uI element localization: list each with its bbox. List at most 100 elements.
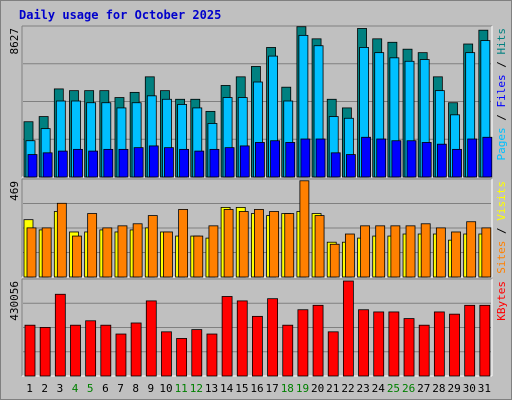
bar-sites-day-11 <box>178 209 189 278</box>
bar-pages-day-4 <box>73 148 83 178</box>
bar-sites-day-20 <box>314 215 325 278</box>
bar-kbytes-day-8 <box>130 322 142 377</box>
bar-kbytes-day-20 <box>312 304 324 377</box>
series-pages <box>27 136 493 178</box>
x-tick-label-day-29: 29 <box>447 382 460 395</box>
bar-pages-day-14 <box>224 147 235 178</box>
bar-kbytes-day-27 <box>418 324 430 377</box>
panel-hits-files-pages: 8627 Pages / Files / Hits <box>8 25 508 178</box>
bar-kbytes-day-6 <box>100 324 112 377</box>
bar-sites-day-29 <box>451 231 461 278</box>
series-files <box>25 34 491 178</box>
bar-pages-day-20 <box>315 138 326 178</box>
bar-pages-day-2 <box>42 152 53 178</box>
bar-sites-day-9 <box>147 215 158 278</box>
bar-kbytes-day-7 <box>115 333 127 377</box>
bar-pages-day-11 <box>179 148 190 178</box>
bar-pages-day-7 <box>118 148 129 178</box>
x-tick-label-day-1: 1 <box>26 382 33 395</box>
x-tick-label-day-31: 31 <box>478 382 491 395</box>
x-tick-label-day-11: 11 <box>175 382 188 395</box>
bar-sites-day-27 <box>420 223 431 278</box>
bar-sites-day-18 <box>284 213 295 278</box>
x-tick-label-day-21: 21 <box>326 382 339 395</box>
bar-pages-day-18 <box>285 142 296 178</box>
x-tick-label-day-24: 24 <box>372 382 386 395</box>
series-sites <box>26 180 492 278</box>
x-tick-label-day-18: 18 <box>281 382 294 395</box>
bar-pages-day-16 <box>255 142 265 178</box>
bar-pages-day-19 <box>300 138 311 178</box>
bar-kbytes-day-13 <box>206 333 218 377</box>
bar-sites-day-21 <box>329 243 340 278</box>
legend-item: KBytes <box>495 281 508 321</box>
bar-kbytes-day-10 <box>161 331 172 377</box>
legend-item: Pages <box>495 127 508 160</box>
series-legend: Pages / Files / Hits <box>495 28 508 161</box>
bar-sites-day-22 <box>344 233 355 278</box>
chart-title: Daily usage for October 2025 <box>19 8 221 22</box>
x-tick-label-day-17: 17 <box>266 382 279 395</box>
bar-sites-day-24 <box>375 225 386 278</box>
x-tick-label-day-7: 7 <box>117 382 124 395</box>
bar-pages-day-12 <box>194 150 205 178</box>
legend-item: Visits <box>495 181 508 221</box>
x-tick-label-day-23: 23 <box>357 382 370 395</box>
bar-sites-day-15 <box>238 211 249 278</box>
bar-sites-day-10 <box>163 231 173 278</box>
bar-sites-day-3 <box>56 202 67 278</box>
x-tick-label-day-27: 27 <box>417 382 430 395</box>
x-tick-label-day-4: 4 <box>72 382 79 395</box>
bar-pages-day-27 <box>421 142 432 178</box>
bar-sites-day-1 <box>26 227 37 278</box>
bar-kbytes-day-11 <box>176 338 188 377</box>
bar-pages-day-24 <box>376 138 387 178</box>
x-axis-day-labels: 1 2 3 4 5 6 7 8 9 10 11 12 13 14 15 16 17 18 19 20 21 22 23 24 2… <box>26 382 491 395</box>
bar-pages-day-13 <box>209 148 220 178</box>
legend-item: Files <box>495 74 508 107</box>
bar-kbytes-day-14 <box>221 296 233 377</box>
bar-pages-day-28 <box>436 143 447 178</box>
bar-kbytes-day-25 <box>388 311 400 377</box>
axis-max-label: 8627 <box>8 28 21 55</box>
bar-kbytes-day-3 <box>54 293 66 377</box>
x-tick-label-day-30: 30 <box>463 382 476 395</box>
bar-pages-day-10 <box>164 147 174 178</box>
series-kbytes <box>24 280 491 377</box>
bar-pages-day-1 <box>27 154 38 178</box>
bar-pages-day-6 <box>103 148 114 178</box>
bar-sites-day-7 <box>117 225 128 278</box>
bar-pages-day-22 <box>345 154 356 178</box>
bar-sites-day-28 <box>435 227 446 278</box>
bar-kbytes-day-12 <box>191 329 203 377</box>
bar-sites-day-16 <box>254 209 264 278</box>
axis-max-label: 469 <box>8 181 21 201</box>
legend-item: / <box>495 55 508 75</box>
bar-sites-day-5 <box>87 213 98 278</box>
x-tick-label-day-20: 20 <box>311 382 324 395</box>
x-tick-label-day-5: 5 <box>87 382 94 395</box>
x-tick-label-day-26: 26 <box>402 382 415 395</box>
bar-sites-day-14 <box>223 209 234 278</box>
bar-pages-day-21 <box>330 152 341 178</box>
bar-pages-day-31 <box>482 136 493 178</box>
panel-visits-sites: 469 Sites / Visits <box>8 178 508 278</box>
bar-kbytes-day-24 <box>373 311 385 377</box>
bar-kbytes-day-22 <box>342 280 354 377</box>
legend-item: / <box>495 108 508 128</box>
bar-sites-day-25 <box>390 225 401 278</box>
bar-sites-day-8 <box>132 223 143 278</box>
bar-pages-day-17 <box>270 140 280 178</box>
bar-pages-day-5 <box>88 150 99 178</box>
bar-pages-day-29 <box>452 148 462 178</box>
x-tick-label-day-10: 10 <box>159 382 172 395</box>
bar-kbytes-day-18 <box>282 324 294 377</box>
bar-sites-day-26 <box>405 225 416 278</box>
series-legend: Sites / Visits <box>495 181 508 274</box>
x-tick-label-day-12: 12 <box>190 382 203 395</box>
bar-kbytes-day-26 <box>403 318 415 377</box>
series-legend: KBytes <box>495 281 508 321</box>
x-tick-label-day-8: 8 <box>132 382 139 395</box>
bar-kbytes-day-17 <box>267 298 278 377</box>
